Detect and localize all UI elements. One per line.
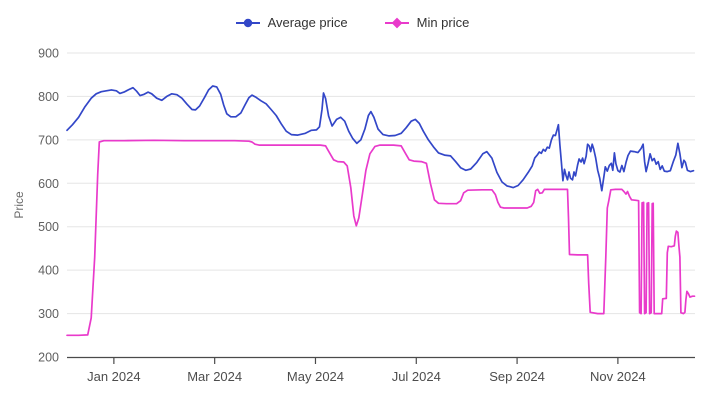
- x-tick-label: Jul 2024: [392, 369, 441, 384]
- y-tick-label: 200: [38, 351, 59, 365]
- y-tick-label: 600: [38, 177, 59, 191]
- legend-item-average-price[interactable]: Average price: [235, 16, 348, 29]
- legend-item-min-price[interactable]: Min price: [384, 15, 470, 30]
- chart-legend: Average price Min price: [0, 16, 704, 29]
- x-tick-label: May 2024: [287, 369, 344, 384]
- y-tick-label: 800: [38, 90, 59, 104]
- y-tick-label: 700: [38, 133, 59, 147]
- legend-label-min-price: Min price: [416, 15, 470, 30]
- legend-label-average-price: Average price: [267, 15, 348, 30]
- y-tick-label: 400: [38, 264, 59, 278]
- y-tick-label: 500: [38, 220, 59, 234]
- y-tick-label: 900: [38, 47, 59, 61]
- x-tick-label: Nov 2024: [590, 369, 646, 384]
- y-axis-title: Price: [12, 191, 26, 219]
- x-tick-label: Sep 2024: [489, 369, 545, 384]
- average-price-marker-icon: [235, 18, 260, 27]
- min-price-marker-icon: [384, 17, 409, 28]
- x-tick-label: Mar 2024: [187, 369, 242, 384]
- series-line-min-price: [66, 139, 696, 337]
- y-tick-label: 300: [38, 307, 59, 321]
- x-tick-label: Jan 2024: [87, 369, 141, 384]
- series-line-average-price: [66, 85, 695, 192]
